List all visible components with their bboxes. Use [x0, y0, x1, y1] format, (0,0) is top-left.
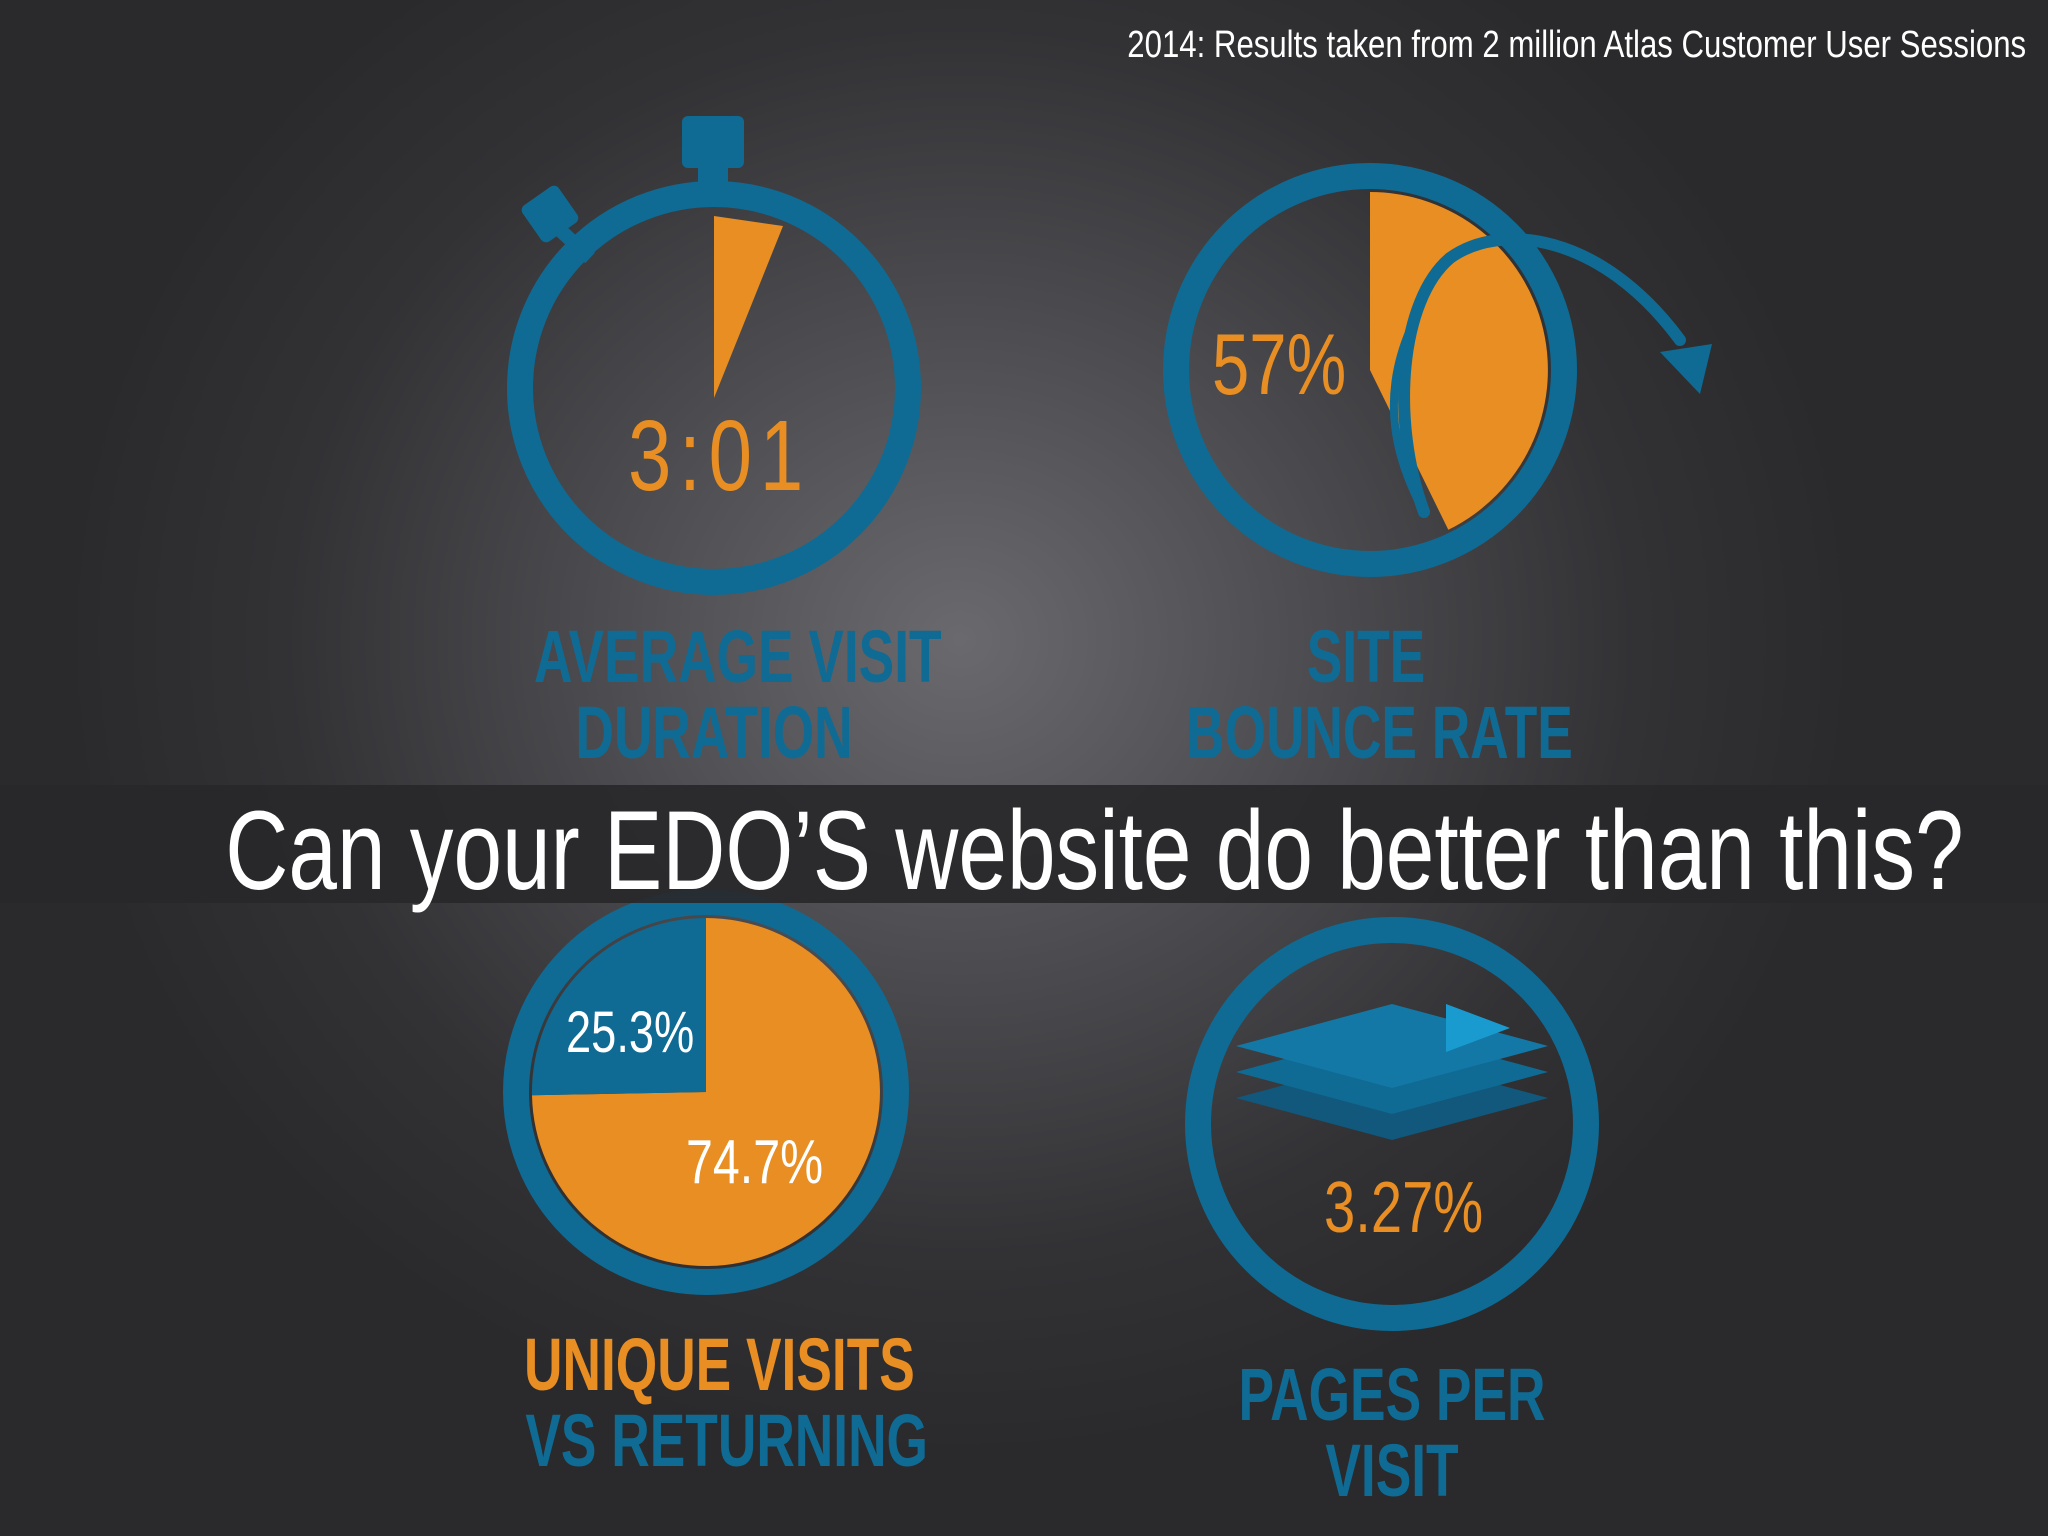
stacked-pages-icon [1236, 1004, 1548, 1140]
bounce-arrow-icon [1389, 233, 1712, 518]
bounce-rate-value: 57% [1212, 317, 1347, 413]
pages-per-visit-dial [1185, 917, 1599, 1331]
unique-vs-returning-pie [503, 889, 909, 1295]
stopwatch-icon [507, 116, 921, 595]
bounce-rate-dial [1163, 163, 1712, 577]
returning-visits-value: 25.3% [566, 1000, 695, 1065]
question-banner [0, 785, 2048, 903]
pages-per-visit-label-line2: VISIT [1325, 1429, 1459, 1512]
unique-visits-label-line2: VS RETURNING [525, 1399, 928, 1482]
source-note: 2014: Results taken from 2 million Atlas… [1127, 24, 2026, 66]
bounce-rate-label-line1: SITE [1306, 615, 1426, 698]
visit-duration-label-line2: DURATION [575, 691, 853, 774]
banner-question: Can your EDO’S website do better than th… [225, 788, 1964, 913]
unique-visits-label-line1: UNIQUE VISITS [524, 1323, 915, 1406]
visit-duration-value: 3:01 [628, 400, 812, 512]
bounce-rate-wedge [1370, 192, 1548, 530]
visit-duration-label-line1: AVERAGE VISIT [534, 615, 942, 698]
pages-per-visit-label-line1: PAGES PER [1238, 1353, 1546, 1436]
unique-visits-slice [532, 918, 880, 1266]
pages-per-visit-value: 3.27% [1324, 1168, 1484, 1248]
returning-visits-slice [531, 918, 706, 1096]
unique-visits-value: 74.7% [686, 1128, 824, 1197]
bounce-rate-label-line2: BOUNCE RATE [1186, 691, 1573, 774]
